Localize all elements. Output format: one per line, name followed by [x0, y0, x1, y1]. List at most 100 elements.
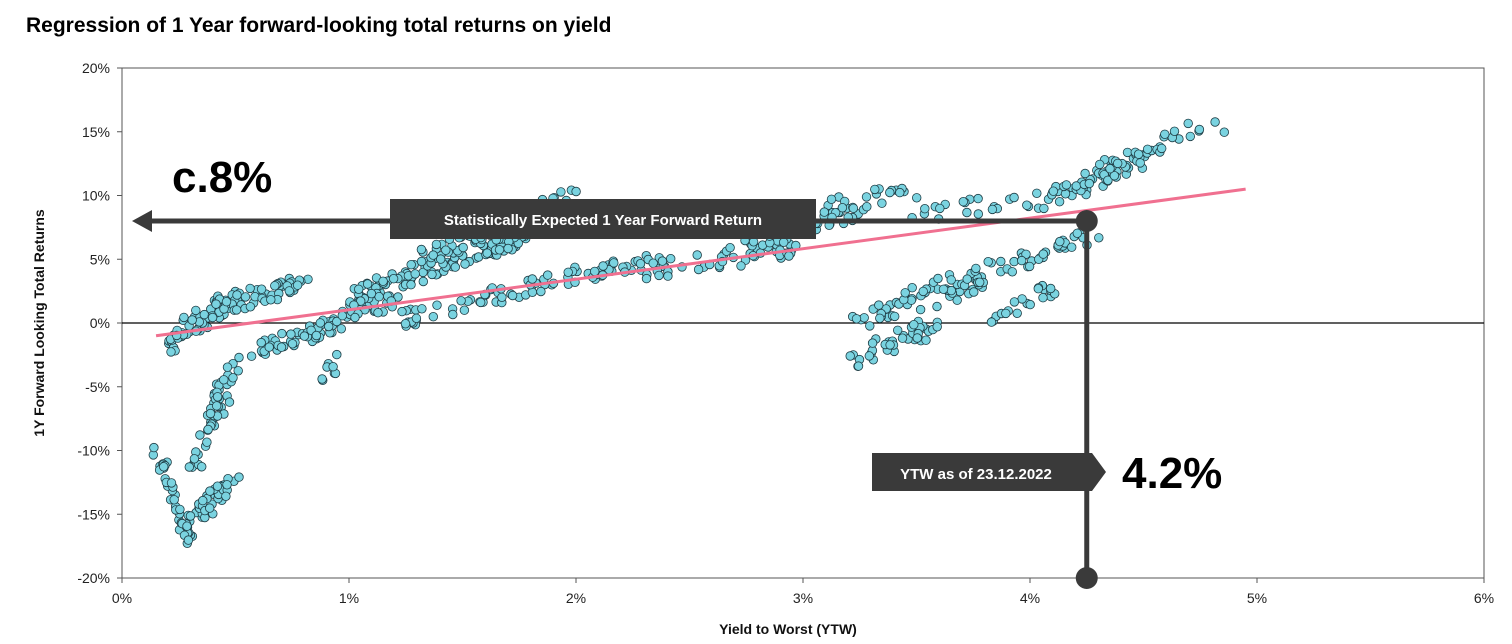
data-point: [1135, 158, 1145, 168]
data-point: [885, 340, 895, 350]
y-tick-label: 5%: [90, 251, 110, 267]
data-point: [202, 437, 212, 447]
data-point: [179, 312, 189, 323]
data-point: [284, 286, 295, 296]
data-point: [962, 207, 972, 218]
y-tick-label: 0%: [90, 315, 110, 331]
data-point: [199, 309, 210, 320]
data-point: [231, 305, 242, 315]
data-point: [865, 321, 875, 331]
data-point: [428, 250, 438, 260]
data-point: [276, 342, 287, 352]
data-point: [1054, 196, 1065, 207]
ytw-label: YTW as of 23.12.2022: [900, 466, 1052, 483]
data-point: [1017, 255, 1027, 266]
data-point: [1094, 159, 1105, 170]
data-point: [417, 304, 427, 314]
data-point: [918, 286, 928, 297]
data-point: [784, 251, 794, 261]
data-point: [563, 267, 573, 278]
data-point: [299, 331, 310, 341]
data-point: [935, 203, 945, 214]
data-point: [909, 320, 919, 330]
data-point: [212, 392, 223, 402]
data-point: [332, 349, 342, 360]
data-point: [933, 273, 943, 284]
data-point: [1185, 131, 1196, 142]
data-point: [666, 254, 676, 264]
data-point: [354, 284, 364, 295]
data-point: [1007, 267, 1018, 277]
data-point: [497, 292, 507, 303]
data-point: [184, 462, 195, 472]
data-point: [1072, 228, 1083, 239]
data-point: [456, 296, 466, 306]
ytw-top-dot: [1075, 210, 1098, 232]
x-tick-label: 1%: [339, 590, 359, 606]
data-point: [222, 480, 232, 490]
data-point: [373, 308, 383, 318]
data-point: [987, 204, 998, 215]
data-point: [337, 311, 348, 321]
data-point: [897, 333, 908, 343]
x-axis-ticks: 0% 1% 2% 3% 4% 5% 6%: [112, 578, 1494, 606]
data-point: [527, 274, 538, 284]
data-point: [432, 300, 442, 310]
data-point: [867, 338, 878, 348]
data-point: [779, 237, 789, 247]
data-point: [228, 373, 238, 383]
data-point: [862, 201, 872, 212]
data-point: [895, 187, 905, 198]
regression-line: [155, 187, 1246, 338]
data-point: [221, 297, 232, 307]
ytw-bottom-dot: [1075, 567, 1098, 589]
y-tick-label: 10%: [82, 188, 110, 204]
data-point: [292, 280, 303, 290]
data-point: [196, 462, 207, 472]
data-point: [169, 495, 179, 505]
data-point: [1105, 163, 1115, 174]
data-point: [983, 257, 993, 267]
data-point: [1142, 144, 1153, 155]
y-tick-label: -10%: [77, 443, 110, 459]
x-tick-label: 4%: [1020, 590, 1040, 606]
data-point: [641, 273, 652, 284]
data-point: [234, 472, 244, 482]
data-point: [921, 335, 931, 345]
data-point: [356, 296, 366, 306]
data-point: [648, 258, 658, 268]
data-point: [870, 184, 880, 195]
data-point: [736, 261, 746, 271]
data-point: [366, 288, 377, 299]
x-tick-label: 3%: [793, 590, 813, 606]
data-point: [1156, 143, 1167, 154]
data-point: [205, 486, 215, 496]
x-tick-label: 2%: [566, 590, 586, 606]
data-point: [725, 242, 735, 253]
data-point: [232, 290, 242, 300]
data-point: [195, 430, 205, 440]
data-point: [240, 292, 251, 302]
y-tick-label: 20%: [82, 60, 110, 76]
data-point: [1001, 308, 1011, 319]
data-point: [507, 290, 518, 301]
data-point: [175, 504, 185, 515]
data-point: [536, 286, 546, 297]
data-point: [416, 244, 427, 255]
data-point: [1103, 175, 1113, 186]
data-point: [1066, 242, 1077, 252]
data-point: [845, 351, 855, 361]
data-point: [693, 264, 704, 275]
data-point: [388, 274, 399, 284]
y-tick-label: 15%: [82, 124, 110, 140]
data-point: [400, 319, 411, 329]
data-point: [1133, 149, 1144, 159]
data-point: [1080, 168, 1090, 179]
data-point: [185, 511, 196, 521]
data-point: [183, 535, 194, 545]
data-point: [221, 491, 231, 502]
data-point: [245, 283, 255, 294]
data-point: [328, 362, 338, 372]
data-point: [932, 301, 942, 312]
